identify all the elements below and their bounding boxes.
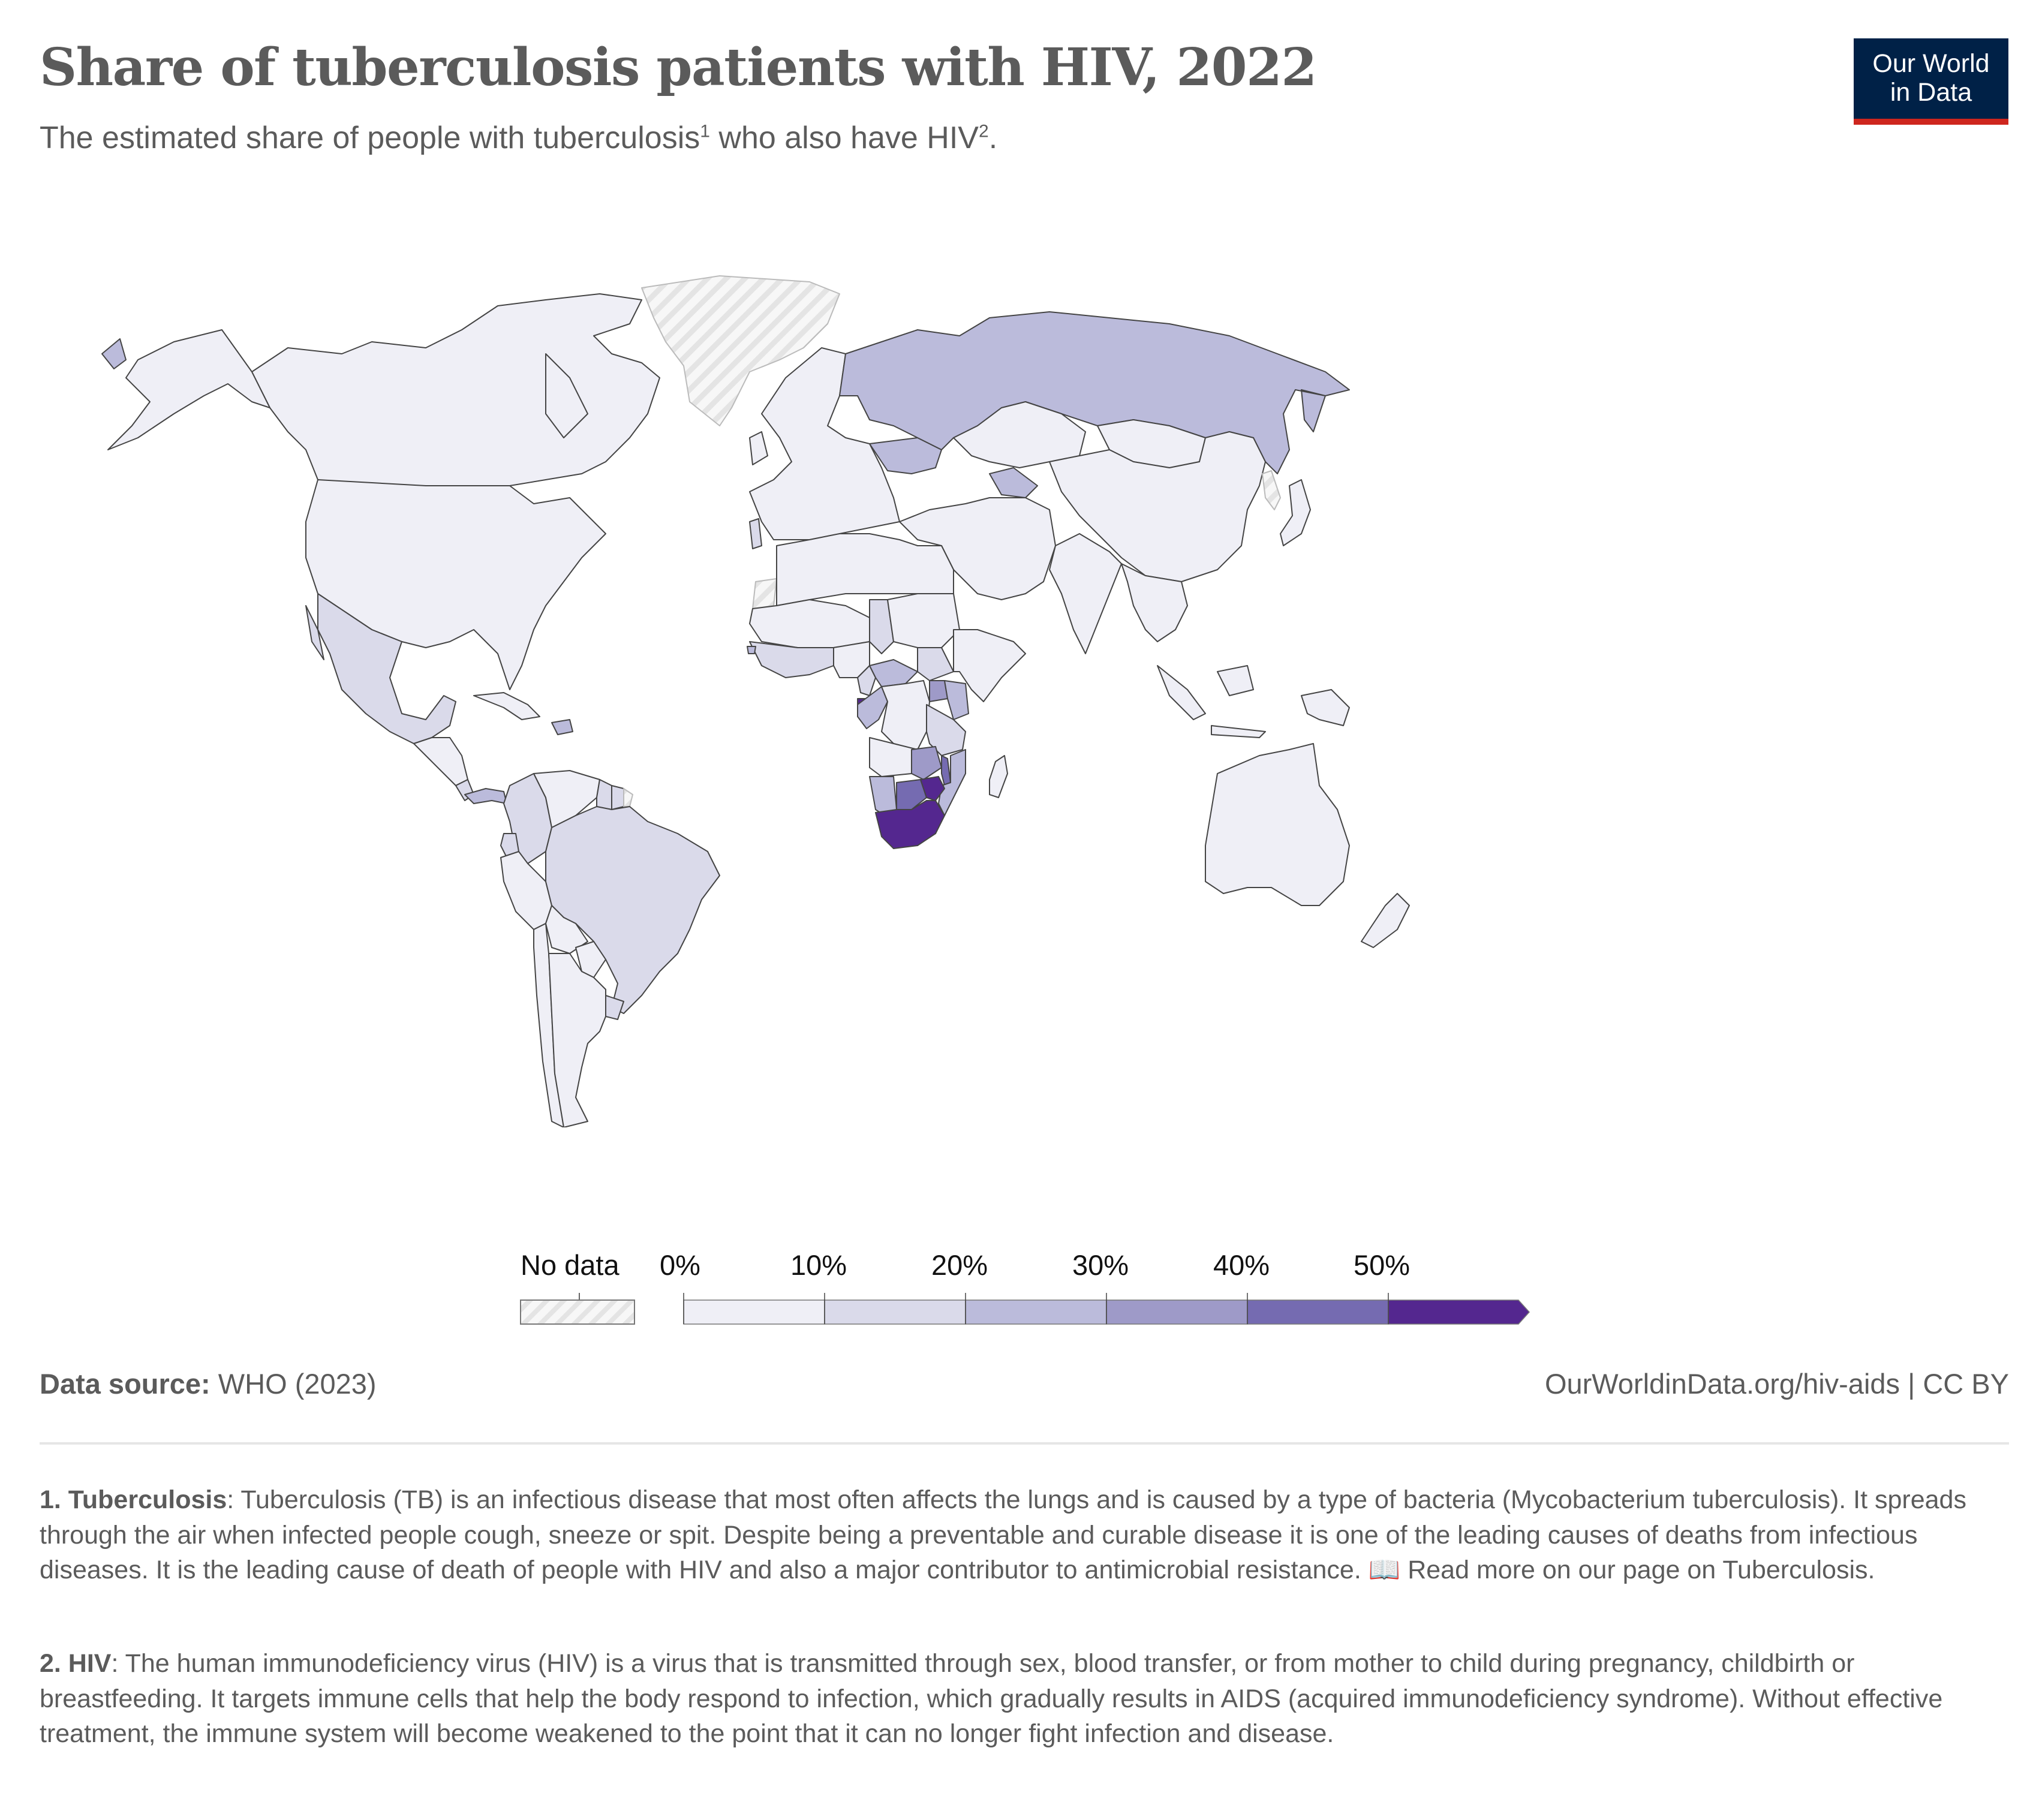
legend-tick-0: 0%	[660, 1249, 700, 1281]
footnote-2: 2. HIV: The human immunodeficiency virus…	[40, 1646, 2007, 1752]
map-region-zambia[interactable]	[911, 746, 942, 780]
map-region-venezuela[interactable]	[533, 770, 600, 828]
map-region-southeast-asia[interactable]	[1121, 563, 1188, 642]
map-region-australia[interactable]	[1205, 743, 1350, 906]
map-region-south-africa[interactable]	[875, 800, 945, 849]
map-region-sahel[interactable]	[749, 599, 870, 648]
map-region-malawi[interactable]	[941, 755, 951, 786]
map-region-canada[interactable]	[251, 293, 660, 486]
map-region-paraguay[interactable]	[575, 941, 606, 978]
legend-bin-3[interactable]	[1106, 1299, 1248, 1325]
map-region-argentina[interactable]	[548, 953, 606, 1127]
subtitle-text: The estimated share of people with tuber…	[40, 121, 700, 155]
map-region-india[interactable]	[1049, 533, 1122, 654]
map-region-indonesia[interactable]	[1157, 665, 1266, 738]
map-region-french-guiana[interactable]	[623, 788, 633, 807]
chart-subtitle: The estimated share of people with tuber…	[40, 120, 997, 156]
map-region-papua-new-guinea[interactable]	[1301, 689, 1350, 726]
footer-divider	[40, 1442, 2009, 1445]
map-region-south-sudan[interactable]	[917, 647, 954, 681]
map-region-gabon-and-congo[interactable]	[857, 686, 888, 729]
map-region-japan[interactable]	[1280, 479, 1311, 546]
legend-tick-10: 10%	[790, 1249, 847, 1281]
map-region-turkmenistan[interactable]	[989, 467, 1038, 498]
map-region-suriname[interactable]	[611, 785, 624, 810]
map-region-cuba[interactable]	[473, 692, 540, 720]
map-region-kazakhstan[interactable]	[953, 401, 1086, 468]
map-region-mexico[interactable]	[305, 593, 456, 744]
map-region-kenya[interactable]	[944, 680, 969, 720]
map-region-guinea-bissau[interactable]	[747, 646, 756, 654]
map-region-china[interactable]	[1049, 431, 1266, 582]
map-region-chile[interactable]	[533, 923, 564, 1127]
legend-bin-5[interactable]	[1388, 1299, 1530, 1325]
logo-line-1: Our World	[1872, 49, 1990, 78]
footnote-2-label: 2. HIV	[40, 1649, 112, 1678]
footnote-1-label: 1. Tuberculosis	[40, 1485, 227, 1514]
footnote-ref-2[interactable]: 2	[979, 121, 989, 142]
map-region-peru[interactable]	[500, 851, 552, 930]
legend-tick-20: 20%	[931, 1249, 988, 1281]
footnote-ref-1[interactable]: 1	[700, 121, 710, 142]
logo-line-2: in Data	[1890, 78, 1972, 107]
map-region-botswana[interactable]	[896, 779, 927, 810]
map-region-new-zealand[interactable]	[1361, 893, 1410, 948]
source-url[interactable]: OurWorldinData.org/hiv-aids | CC BY	[1544, 1368, 2009, 1400]
chart-title: Share of tuberculosis patients with HIV,…	[40, 37, 1317, 98]
map-region-chad[interactable]	[869, 599, 894, 654]
map-region-western-sahara[interactable]	[752, 578, 777, 609]
data-source-label: Data source:	[40, 1368, 210, 1400]
tuberculosis-link[interactable]: Read more on our page on Tuberculosis.	[1400, 1556, 1875, 1584]
map-region-dominican-republic[interactable]	[551, 719, 573, 735]
legend-no-data-swatch	[520, 1299, 635, 1325]
map-region-sudan[interactable]	[887, 593, 960, 648]
footnote-1-text: : Tuberculosis (TB) is an infectious dis…	[40, 1485, 1966, 1584]
map-region-chukotka[interactable]	[101, 338, 127, 369]
legend-no-data-label: No data	[521, 1249, 619, 1281]
data-source-value[interactable]: WHO (2023)	[210, 1368, 377, 1400]
legend-bin-0[interactable]	[683, 1299, 825, 1325]
map-region-greenland[interactable]	[641, 275, 840, 426]
legend-tick-30: 30%	[1072, 1249, 1129, 1281]
map-region-central-america[interactable]	[413, 737, 468, 786]
legend-bin-2[interactable]	[965, 1299, 1107, 1325]
owid-logo[interactable]: Our World in Data	[1854, 38, 2008, 125]
data-source: Data source: WHO (2023)	[40, 1367, 377, 1400]
map-region-ethiopia-and-somalia[interactable]	[953, 629, 1026, 702]
subtitle-text-end: .	[988, 121, 998, 155]
logo-text: Our World in Data	[1854, 49, 2008, 107]
map-region-korea[interactable]	[1262, 470, 1281, 510]
map-region-guyana[interactable]	[596, 779, 612, 810]
map-region-portugal[interactable]	[749, 518, 762, 549]
legend-tick-50: 50%	[1354, 1249, 1411, 1281]
legend-bin-4[interactable]	[1247, 1299, 1389, 1325]
logo-accent-bar	[1854, 119, 2008, 125]
legend-tick-40: 40%	[1213, 1249, 1270, 1281]
map-region-alaska[interactable]	[107, 329, 270, 450]
map-region-coastal-west-africa[interactable]	[749, 641, 834, 678]
subtitle-text-mid: who also have HIV	[709, 121, 979, 155]
legend-color-bar	[520, 1293, 1530, 1325]
map-region-dr-congo[interactable]	[881, 680, 930, 750]
map-region-zimbabwe[interactable]	[920, 776, 945, 801]
legend-bin-1[interactable]	[824, 1299, 966, 1325]
footnote-2-text: : The human immunodeficiency virus (HIV)…	[40, 1649, 1943, 1748]
map-region-tanzania[interactable]	[926, 704, 966, 756]
map-region-cameroon[interactable]	[857, 665, 876, 696]
book-icon: 📖	[1368, 1556, 1401, 1584]
footnote-1: 1. Tuberculosis: Tuberculosis (TB) is an…	[40, 1482, 2007, 1588]
map-region-madagascar[interactable]	[989, 755, 1008, 798]
world-map	[101, 275, 1410, 1127]
